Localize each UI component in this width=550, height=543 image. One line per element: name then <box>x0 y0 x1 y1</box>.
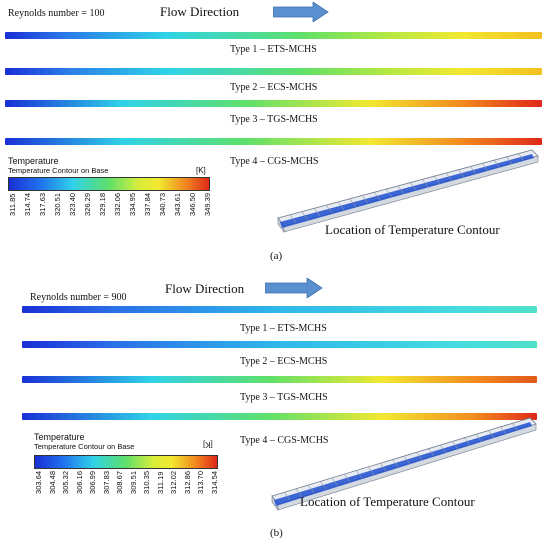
tick-label: 307.83 <box>101 471 111 494</box>
tick-label: 349.39 <box>203 193 212 216</box>
contour-strip-type2-a <box>5 68 542 75</box>
tick-label: 346.50 <box>188 193 197 216</box>
flow-direction-label-b: Flow Direction <box>165 281 245 296</box>
legend-unit-a: [K] <box>196 166 206 175</box>
type4-label-a: Type 4 – CGS-MCHS <box>230 156 319 167</box>
tick-label: 311.19 <box>155 471 165 494</box>
reynolds-label-b: Reynolds number = 900 <box>30 292 127 303</box>
tick-label: 320.51 <box>53 193 62 216</box>
legend-subtitle-b: Temperature Contour on Base <box>34 442 135 451</box>
tick-label: 323.40 <box>68 193 77 216</box>
tick-label: 314.74 <box>23 193 32 216</box>
legend-ticks-b: 303.64 304.48 305.32 306.16 306.99 307.8… <box>34 471 224 494</box>
flow-direction-label-a: Flow Direction <box>160 4 240 19</box>
contour-strip-type3-a <box>5 100 542 107</box>
legend-ticks-a: 311.85 314.74 317.63 320.51 323.40 326.2… <box>8 193 218 216</box>
tick-label: 312.02 <box>169 471 178 494</box>
tick-label: 312.86 <box>182 471 192 494</box>
location-label-a: Location of Temperature Contour <box>325 222 500 237</box>
heat-sink-3d-icon <box>277 149 539 233</box>
contour-strip-type1-b <box>22 306 537 313</box>
legend-subtitle-a: Temperature Contour on Base <box>8 166 109 175</box>
contour-strip-type1-a <box>5 32 542 39</box>
contour-strip-type2-b <box>22 341 537 348</box>
contour-strip-type4-b <box>22 413 537 420</box>
type3-label-a: Type 3 – TGS-MCHS <box>230 114 318 125</box>
tick-label: 314.54 <box>209 471 219 494</box>
legend-colorbar-b <box>34 455 218 469</box>
tick-label: 308.67 <box>115 471 124 494</box>
tick-label: 305.32 <box>61 471 70 494</box>
reynolds-label-a: Reynolds number = 100 <box>8 8 105 19</box>
tick-label: 337.84 <box>143 193 152 216</box>
tick-label: 306.99 <box>88 471 97 494</box>
tick-label: 309.51 <box>128 471 138 494</box>
type3-label-b: Type 3 – TGS-MCHS <box>240 392 328 403</box>
type1-label-b: Type 1 – ETS-MCHS <box>240 323 327 334</box>
type4-label-b: Type 4 – CGS-MCHS <box>240 435 329 446</box>
tick-label: 329.18 <box>98 193 107 216</box>
legend-title-b: Temperature <box>34 432 85 442</box>
tick-label: 340.73 <box>158 193 167 216</box>
location-label-b: Location of Temperature Contour <box>300 494 475 509</box>
tick-label: 306.16 <box>74 471 84 494</box>
caption-a: (a) <box>270 250 283 262</box>
flow-arrow-icon <box>265 278 323 298</box>
type1-label-a: Type 1 – ETS-MCHS <box>230 44 317 55</box>
tick-label: 334.95 <box>128 193 137 216</box>
tick-label: 303.64 <box>34 471 43 494</box>
tick-label: 332.06 <box>113 193 122 216</box>
tick-label: 317.63 <box>38 193 47 216</box>
legend-title-a: Temperature <box>8 156 59 166</box>
caption-b: (b) <box>270 527 283 539</box>
tick-label: 311.85 <box>8 193 17 216</box>
contour-strip-type3-b <box>22 376 537 383</box>
tick-label: 343.61 <box>173 193 182 216</box>
tick-label: 310.35 <box>142 471 151 494</box>
type2-label-a: Type 2 – ECS-MCHS <box>230 82 318 93</box>
legend-colorbar-a <box>8 177 210 191</box>
type2-label-b: Type 2 – ECS-MCHS <box>240 356 328 367</box>
legend-unit-b: [K] <box>203 440 213 449</box>
heat-sink-3d-icon <box>271 417 537 511</box>
flow-arrow-icon <box>273 2 329 22</box>
tick-label: 304.48 <box>47 471 57 494</box>
tick-label: 313.70 <box>196 471 205 494</box>
tick-label: 326.29 <box>83 193 92 216</box>
contour-strip-type4-a <box>5 138 542 145</box>
